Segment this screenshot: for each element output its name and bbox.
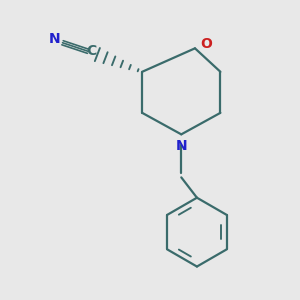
Text: C: C [86,44,96,58]
Text: O: O [200,38,212,51]
Text: N: N [49,32,61,46]
Text: N: N [176,139,187,153]
